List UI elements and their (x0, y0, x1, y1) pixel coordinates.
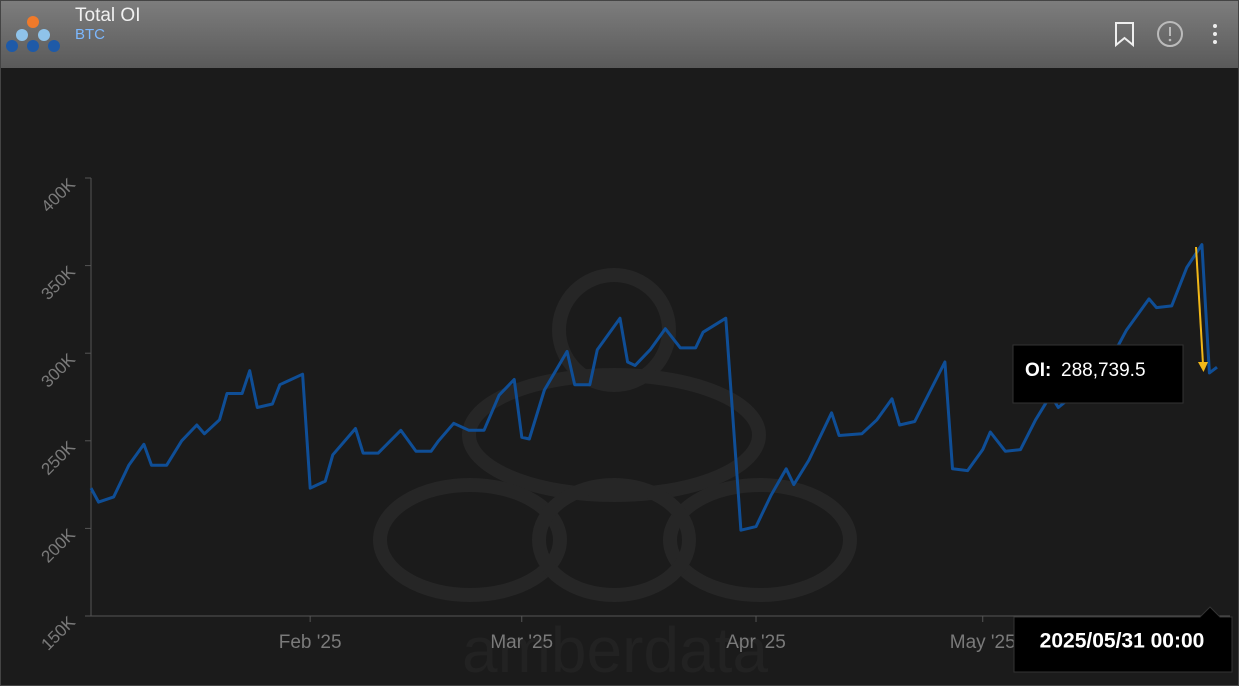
menu-button[interactable] (1213, 24, 1217, 44)
x-tick-label: Mar '25 (490, 632, 553, 653)
tooltip-label: OI: (1025, 360, 1051, 381)
tooltip-box (1012, 344, 1184, 404)
bookmark-button[interactable] (1115, 22, 1134, 48)
x-tick-label: Feb '25 (279, 632, 342, 653)
tooltip-value: 288,739.5 (1061, 360, 1146, 381)
header-bar (1, 1, 1238, 68)
logo (6, 16, 60, 52)
x-tick-label: Apr '25 (726, 632, 786, 653)
watermark: amberdata (462, 614, 768, 686)
widget-subtitle: BTC (75, 26, 105, 43)
data-line (89, 243, 1218, 532)
annotation-arrow (1195, 246, 1208, 372)
watermark-shapes (373, 268, 857, 602)
date-tooltip: 2025/05/31 00:00 (1040, 630, 1205, 653)
widget-title: Total OI (75, 5, 140, 26)
x-tick-label: May '25 (950, 632, 1016, 653)
date-tooltip-box (1013, 606, 1233, 673)
tooltip: OI: 288,739.5 2025/05/31 00:00 (1012, 344, 1233, 673)
info-button[interactable] (1157, 21, 1183, 47)
